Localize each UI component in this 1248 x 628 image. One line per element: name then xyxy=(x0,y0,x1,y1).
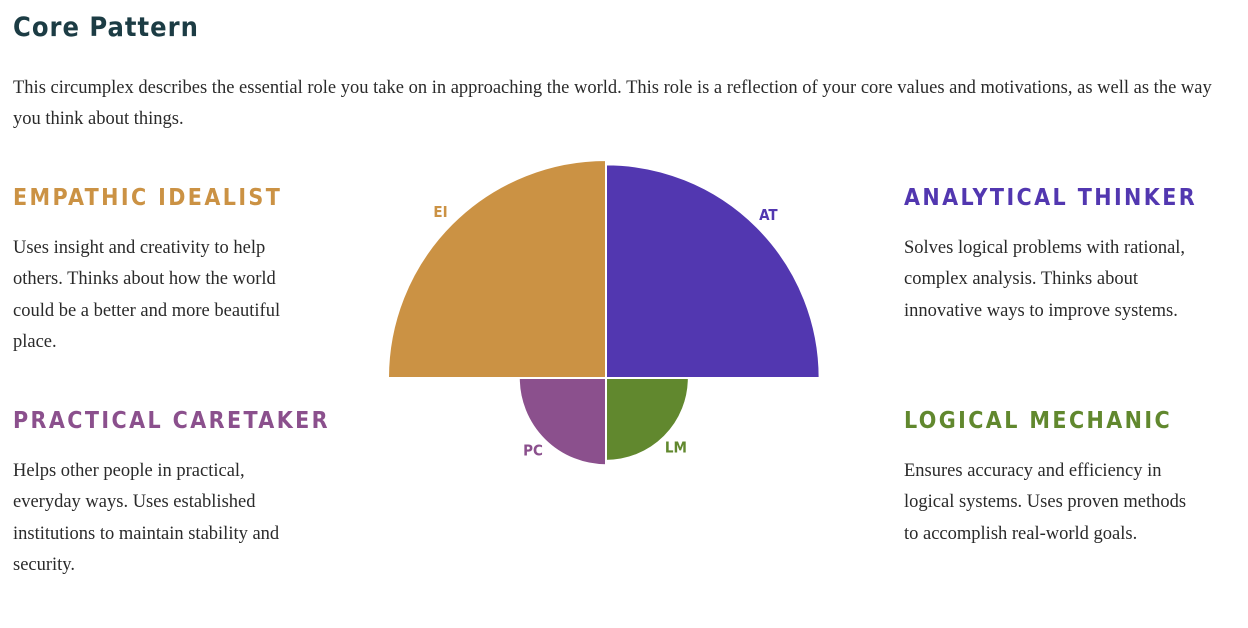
slice-label-pc: PC xyxy=(523,442,543,460)
practical-caretaker-description: Helps other people in practical, everyda… xyxy=(13,461,280,575)
slice-lm xyxy=(605,377,690,462)
logical-mechanic-description: Ensures accuracy and efficiency in logic… xyxy=(904,461,1187,544)
logical-mechanic-title: LOGICAL MECHANIC xyxy=(904,408,1173,434)
slice-pc xyxy=(517,377,607,467)
slice-label-lm: LM xyxy=(665,438,687,456)
analytical-thinker-description: Solves logical problems with rational, c… xyxy=(904,238,1186,321)
page-title: Core Pattern xyxy=(13,12,199,43)
empathic-idealist-title: EMPATHIC IDEALIST xyxy=(13,185,283,211)
slice-label-ei: EI xyxy=(433,203,447,221)
slice-at xyxy=(605,163,821,379)
intro-paragraph: This circumplex describes the essential … xyxy=(13,78,1212,129)
practical-caretaker-title: PRACTICAL CARETAKER xyxy=(13,408,331,434)
empathic-idealist-description: Uses insight and creativity to help othe… xyxy=(13,238,281,352)
slice-ei xyxy=(386,158,607,379)
analytical-thinker-title: ANALYTICAL THINKER xyxy=(904,185,1198,211)
slice-label-at: AT xyxy=(759,206,778,224)
